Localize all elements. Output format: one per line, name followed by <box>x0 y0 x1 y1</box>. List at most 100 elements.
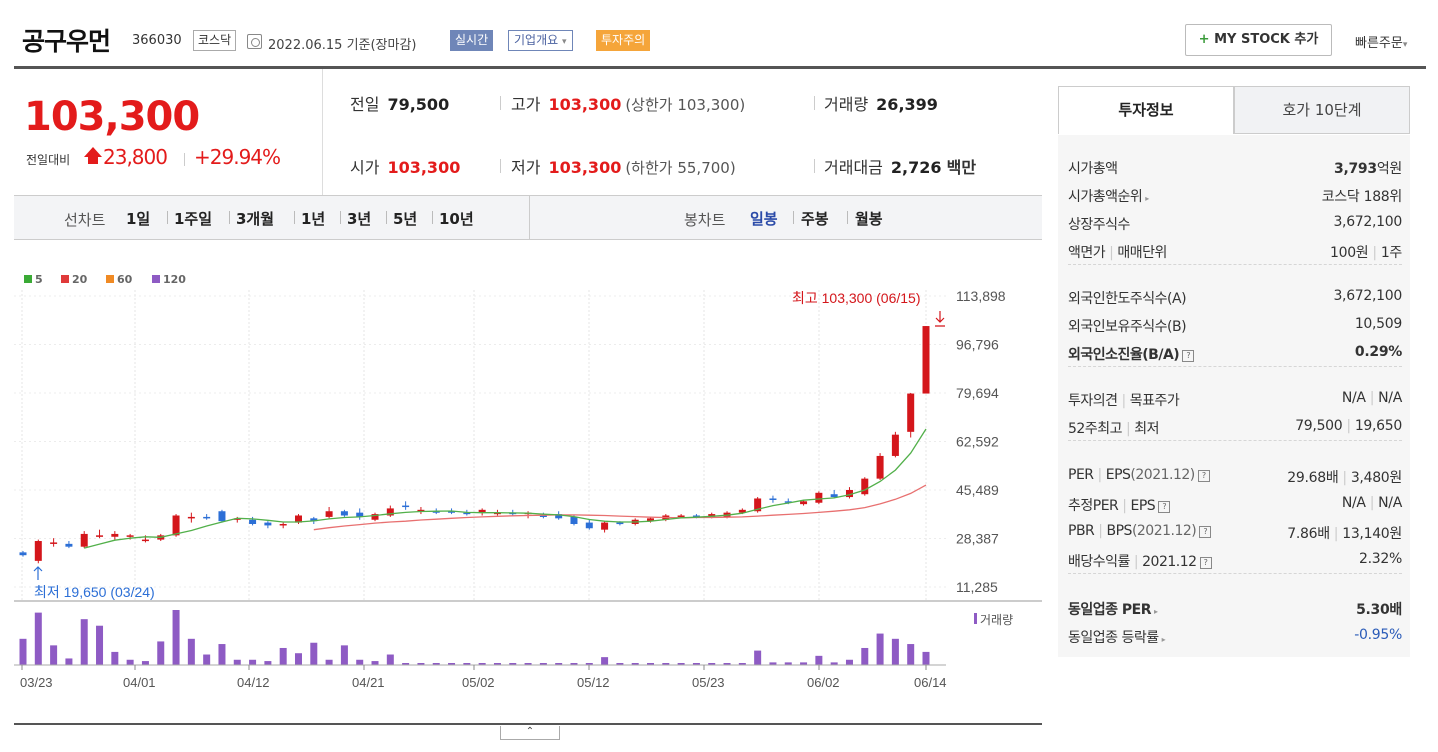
divider: | <box>1346 418 1351 434</box>
info-value: N/A | N/A <box>1342 495 1402 511</box>
candle-body <box>279 524 287 526</box>
add-my-stock-label: MY STOCK 추가 <box>1214 32 1319 47</box>
open-value: 103,300 <box>387 158 461 177</box>
volume-bar <box>371 661 379 665</box>
candle-period-button[interactable]: 일봉 <box>750 210 778 228</box>
divider <box>1068 573 1402 574</box>
chart-canvas[interactable]: 113,898 96,796 79,694 62,592 45,489 28,387 11,… <box>14 240 1042 700</box>
candle-body <box>340 511 348 516</box>
help-icon[interactable]: ? <box>1199 557 1212 569</box>
info-value: 29.68배 | 3,480원 <box>1287 467 1402 487</box>
add-my-stock-button[interactable]: + MY STOCK 추가 <box>1185 24 1332 56</box>
tab-investment-info[interactable]: 투자정보 <box>1058 86 1234 134</box>
info-label[interactable]: 동일업종 등락률 ▸ <box>1068 627 1166 647</box>
info-row: PBR | BPS(2021.12)? 7.86배 | 13,140원 <box>1068 523 1402 543</box>
x-tick-label: 05/23 <box>692 675 725 690</box>
x-tick-label: 06/02 <box>807 675 840 690</box>
prev-close-label: 전일 <box>350 95 380 114</box>
low-annotation: 최저 19,650 (03/24) <box>34 584 155 600</box>
period-button[interactable]: 1년 <box>301 210 326 228</box>
candle-body <box>111 533 119 537</box>
candle-body <box>555 514 563 519</box>
candle-body <box>65 543 73 547</box>
info-value-unit: 억원 <box>1376 161 1402 177</box>
volume-bar <box>386 654 394 665</box>
info-value-text: 79,500 <box>1295 418 1343 434</box>
amount-unit: 백만 <box>946 158 977 177</box>
candle-body <box>325 511 333 517</box>
help-icon[interactable]: ? <box>1197 470 1210 482</box>
period-button[interactable]: 3년 <box>347 210 372 228</box>
info-label-text: 목표주가 <box>1129 393 1180 409</box>
help-icon[interactable]: ? <box>1199 526 1212 538</box>
up-arrow-icon <box>33 566 43 580</box>
down-arrow-icon <box>935 311 945 327</box>
candle-body <box>861 478 869 495</box>
info-label-text: 동일업종 PER <box>1068 602 1152 618</box>
line-chart-label: 선차트 <box>64 211 106 229</box>
divider <box>1068 366 1402 367</box>
info-value-text: 2.32% <box>1359 551 1402 567</box>
price-summary: 103,300 전일대비 23,800 +29.94% 전일 79,500 고가 1… <box>14 69 1042 195</box>
info-label: 투자의견 | 목표주가 <box>1068 390 1180 410</box>
divider: | <box>1342 470 1347 486</box>
low-value: 103,300 <box>548 158 622 177</box>
stock-chart[interactable]: 5 20 60 120 113,898 96,796 79,694 62,592 45,489… <box>14 240 1042 700</box>
volume-bar <box>402 663 410 665</box>
candle-body <box>233 518 241 520</box>
volume-value: 26,399 <box>876 95 938 114</box>
candle-body <box>50 542 58 544</box>
info-label-text: PER <box>1068 467 1094 483</box>
volume-bar <box>50 645 58 665</box>
candle-period-button[interactable]: 주봉 <box>801 210 829 228</box>
volume-bar <box>830 662 838 665</box>
info-label[interactable]: 동일업종 PER ▸ <box>1068 599 1158 619</box>
candle-body <box>187 516 195 519</box>
period-button[interactable]: 1주일 <box>174 210 213 228</box>
volume-bar <box>310 642 318 665</box>
info-value: 100원 | 1주 <box>1330 242 1402 262</box>
candle-body <box>692 515 700 517</box>
collapse-button[interactable]: ⌃ <box>500 726 560 740</box>
volume-bar <box>356 659 364 665</box>
help-icon[interactable]: ? <box>1182 350 1195 362</box>
divider <box>229 211 230 224</box>
company-overview-dropdown[interactable]: 기업개요 ▾ <box>508 30 573 51</box>
quick-order-dropdown[interactable]: 빠른주문▾ <box>1355 32 1407 51</box>
info-value-text: 19,650 <box>1354 418 1402 434</box>
volume-bar <box>845 659 853 665</box>
volume-bar <box>708 663 716 665</box>
period-button[interactable]: 3개월 <box>236 210 275 228</box>
candle-period-button[interactable]: 월봉 <box>855 210 883 228</box>
volume-bar <box>493 663 501 665</box>
realtime-badge[interactable]: 실시간 <box>450 30 494 51</box>
info-label-text: 추정PER <box>1068 498 1119 514</box>
info-label[interactable]: 시가총액순위 ▸ <box>1068 186 1149 206</box>
candle-body <box>616 522 624 525</box>
info-row: 시가총액순위 ▸ 코스닥 188위 <box>1068 186 1402 206</box>
candle-body <box>845 489 853 498</box>
volume-bar <box>157 641 165 665</box>
info-label: 외국인한도주식수(A) <box>1068 288 1187 308</box>
divider: | <box>1122 498 1127 514</box>
info-value: 10,509 <box>1355 316 1402 332</box>
info-row: 외국인한도주식수(A) 3,672,100 <box>1068 288 1402 308</box>
volume-bar <box>662 663 670 665</box>
candle-body <box>708 514 716 517</box>
period-button[interactable]: 1일 <box>126 210 151 228</box>
investment-warning-badge: 투자주의 <box>596 30 651 51</box>
info-label-text: EPS <box>1130 498 1156 514</box>
legend-swatch <box>152 275 160 283</box>
volume-bar <box>861 647 869 665</box>
volume-bar <box>294 653 302 665</box>
period-button[interactable]: 5년 <box>393 210 418 228</box>
help-icon[interactable]: ? <box>1158 501 1171 513</box>
volume-bar <box>692 663 700 665</box>
volume: 거래량 26,399 <box>824 91 938 115</box>
period-button[interactable]: 10년 <box>439 210 474 228</box>
tab-order-book[interactable]: 호가 10단계 <box>1234 86 1410 134</box>
candle-body <box>815 492 823 503</box>
candle-body <box>769 498 777 500</box>
info-value: 3,672,100 <box>1333 288 1402 304</box>
info-value: 3,672,100 <box>1333 214 1402 230</box>
